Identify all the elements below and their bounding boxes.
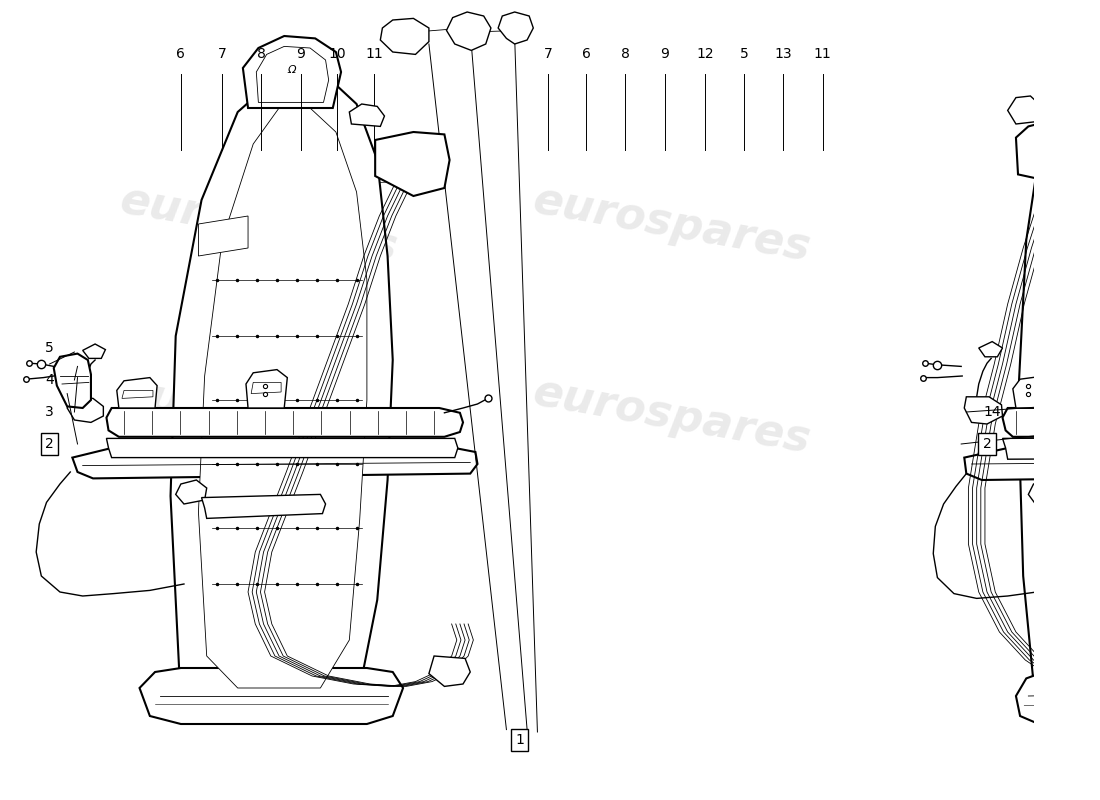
Text: 1: 1 <box>516 733 525 747</box>
Polygon shape <box>965 397 1002 424</box>
Polygon shape <box>73 448 477 478</box>
Polygon shape <box>140 668 403 724</box>
Polygon shape <box>381 18 429 54</box>
Polygon shape <box>82 344 106 358</box>
Text: 7: 7 <box>543 46 552 61</box>
Text: 10: 10 <box>328 46 345 61</box>
Polygon shape <box>350 104 385 126</box>
Polygon shape <box>1036 92 1100 704</box>
Polygon shape <box>251 382 282 394</box>
Polygon shape <box>1028 480 1059 506</box>
Text: 5: 5 <box>740 46 748 61</box>
Polygon shape <box>1078 46 1100 106</box>
Polygon shape <box>170 76 393 704</box>
Polygon shape <box>1016 118 1099 186</box>
Polygon shape <box>429 656 471 686</box>
Text: 4: 4 <box>45 373 54 387</box>
Text: 14: 14 <box>983 405 1001 419</box>
Polygon shape <box>1002 437 1100 459</box>
Text: 11: 11 <box>814 46 832 61</box>
Text: 8: 8 <box>257 46 266 61</box>
Polygon shape <box>498 12 534 44</box>
Polygon shape <box>54 354 91 408</box>
Polygon shape <box>447 12 491 50</box>
Text: 11: 11 <box>365 46 383 61</box>
Polygon shape <box>1008 96 1041 124</box>
Text: eurospares: eurospares <box>117 178 400 270</box>
Polygon shape <box>375 132 450 196</box>
Text: 9: 9 <box>296 46 305 61</box>
Polygon shape <box>1018 68 1100 736</box>
Polygon shape <box>243 36 341 108</box>
Text: 3: 3 <box>45 405 54 419</box>
Polygon shape <box>117 378 157 408</box>
Polygon shape <box>246 370 287 408</box>
Text: 6: 6 <box>176 46 185 61</box>
Polygon shape <box>965 446 1100 480</box>
Text: Ω: Ω <box>287 66 296 75</box>
Polygon shape <box>1056 494 1100 518</box>
Polygon shape <box>1016 672 1100 724</box>
Text: 7: 7 <box>218 46 227 61</box>
Polygon shape <box>122 390 153 398</box>
Polygon shape <box>198 216 248 256</box>
Text: 6: 6 <box>582 46 591 61</box>
Polygon shape <box>979 342 1002 357</box>
Text: eurospares: eurospares <box>117 370 400 462</box>
Text: 2: 2 <box>45 437 54 451</box>
Polygon shape <box>1052 656 1088 686</box>
Polygon shape <box>67 397 103 422</box>
Text: 2: 2 <box>982 437 991 451</box>
Polygon shape <box>107 408 463 437</box>
Polygon shape <box>198 108 367 688</box>
Polygon shape <box>1002 406 1100 437</box>
Text: 9: 9 <box>660 46 669 61</box>
Polygon shape <box>1013 376 1052 408</box>
Polygon shape <box>1065 36 1100 110</box>
Text: eurospares: eurospares <box>529 370 814 462</box>
Text: eurospares: eurospares <box>529 178 814 270</box>
Polygon shape <box>176 480 207 504</box>
Polygon shape <box>256 46 329 102</box>
Polygon shape <box>107 438 458 458</box>
Polygon shape <box>201 494 326 518</box>
Text: 12: 12 <box>696 46 714 61</box>
Text: 5: 5 <box>45 341 54 355</box>
Text: 8: 8 <box>620 46 629 61</box>
Text: 13: 13 <box>774 46 792 61</box>
